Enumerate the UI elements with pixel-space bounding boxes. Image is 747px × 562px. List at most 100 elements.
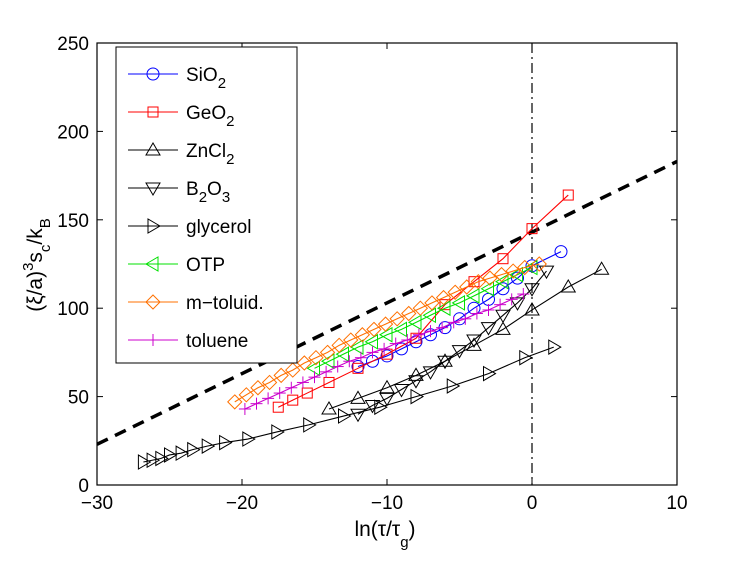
legend-entry-4: B2O3 (128, 179, 230, 206)
y-axis-label-a: (ξ/a) (24, 271, 47, 312)
series-8-point (517, 288, 530, 301)
series-7-point (470, 273, 487, 290)
legend-entry-8-marker (147, 334, 159, 346)
legend-entry-5-marker (147, 218, 161, 234)
series-6-point (350, 339, 364, 355)
series-6-point (451, 295, 465, 311)
series-5-point (164, 447, 178, 463)
series-7-point (517, 259, 533, 276)
series-3-line (328, 268, 602, 410)
series-8-point (459, 312, 472, 325)
series-8-point (296, 376, 309, 389)
series-4-point (408, 375, 424, 389)
series-7-point (261, 374, 278, 391)
series-5-point (242, 431, 256, 447)
series-2-point (301, 387, 313, 399)
x-tick-label: −30 (81, 493, 113, 514)
series-7-point (238, 387, 255, 403)
series-7-point (389, 311, 405, 327)
series-6 (306, 259, 538, 377)
series-7-point (447, 284, 463, 300)
series-8-point (343, 355, 356, 368)
legend-entry-6-label: OTP (186, 255, 225, 276)
series-5-point (374, 399, 388, 416)
series-3-point (350, 390, 366, 404)
series-8-point (424, 325, 437, 338)
series-3-point (495, 321, 511, 335)
y-tick-label: 0 (78, 476, 89, 497)
legend-entry-4-label-sub: 2 (199, 189, 207, 206)
series-5-point (446, 378, 461, 394)
series-3 (321, 261, 610, 415)
series-4-point (437, 355, 453, 370)
series-7-point (285, 362, 301, 378)
series-3-point (379, 379, 395, 394)
series-8 (238, 288, 530, 415)
legend-entry-3-label: ZnCl2 (186, 141, 234, 168)
legend-entry-5-label-text: glycerol (186, 217, 251, 238)
legend-entry-7: m−toluid. (128, 293, 264, 314)
series-7-point (331, 337, 347, 354)
series-2-point (562, 189, 574, 201)
series-layer (137, 189, 610, 470)
legend-entry-4-label-tail: O (207, 179, 222, 200)
series-8-point (412, 328, 425, 341)
series-6-point (422, 307, 436, 324)
series-8-point (389, 337, 402, 350)
series-3-point (524, 301, 540, 316)
y-axis: 0 50 100 150 200 250 (57, 34, 677, 497)
series-8-point (273, 387, 286, 400)
series-6-point (408, 314, 422, 331)
series-6-point (306, 360, 320, 377)
series-8-point (331, 360, 344, 373)
series-2-point (497, 253, 509, 265)
series-3-point (321, 400, 337, 415)
series-8-point (354, 351, 367, 364)
legend-entry-1-label: SiO2 (186, 65, 226, 92)
y-axis-label-c: /k (24, 228, 47, 245)
series-7-point (377, 316, 394, 332)
series-8-point (320, 365, 333, 378)
legend-entry-4-label-sub2: 3 (222, 189, 230, 206)
legend-entry-7-label: m−toluid. (186, 293, 264, 314)
series-5-point (219, 434, 233, 451)
series-4-point (538, 265, 555, 280)
y-axis-label-sub2: B (37, 218, 54, 228)
series-5-point (338, 408, 352, 424)
series-1-point (380, 349, 394, 363)
series-3-point (593, 261, 610, 275)
series-5-point (155, 450, 169, 467)
series-5-line (143, 346, 554, 463)
y-tick-label: 50 (68, 388, 89, 409)
series-8-point (238, 402, 251, 415)
legend-entry-1-label-text: SiO (186, 65, 218, 86)
series-7-point (505, 263, 521, 279)
legend-entry-2: GeO2 (128, 103, 234, 130)
series-4-point (393, 384, 410, 398)
series-3-point (466, 337, 482, 351)
series-6-point (466, 287, 480, 304)
legend-entry-3: ZnCl2 (128, 141, 234, 168)
series-7-point (308, 349, 324, 366)
series-7-point (343, 332, 359, 348)
x-axis-label-close: ) (409, 518, 416, 541)
series-5-point (483, 365, 497, 382)
legend-entry-2-marker (147, 106, 159, 118)
series-7-line (234, 263, 540, 403)
series-5-point (519, 349, 533, 366)
series-7-point (531, 256, 547, 272)
legend-entry-4-label-text: B (186, 179, 199, 200)
legend-entry-1-label-sub: 2 (218, 75, 226, 92)
series-4-point (524, 283, 540, 297)
series-5-point (548, 339, 562, 355)
series-6-line (314, 267, 533, 369)
legend-entry-8-label-text: toluene (186, 331, 248, 352)
legend-entry-1: SiO2 (128, 65, 226, 92)
series-7-point (482, 270, 498, 286)
x-axis-label-main: ln(τ/τ (354, 518, 400, 541)
series-7-point (424, 295, 440, 311)
series-3-point (560, 278, 577, 293)
series-1-point (351, 360, 365, 374)
legend-entry-4-label: B2O3 (186, 179, 230, 206)
series-2-point (526, 223, 538, 235)
